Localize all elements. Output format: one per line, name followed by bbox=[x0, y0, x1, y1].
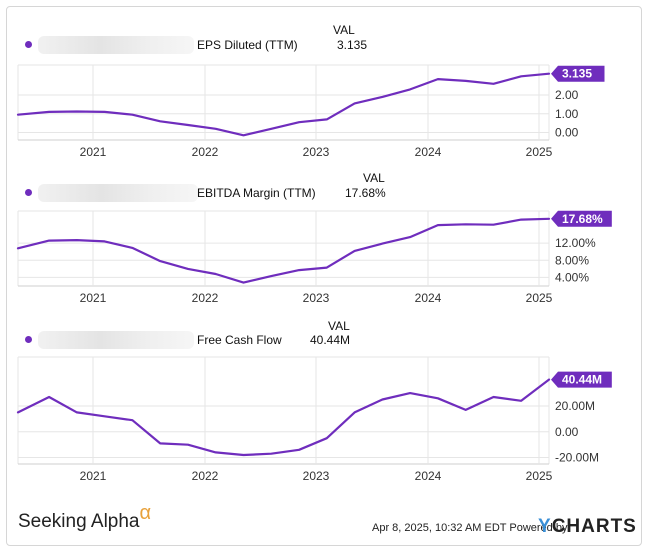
y-tick-label: 8.00% bbox=[555, 253, 589, 267]
val-header-3: VAL bbox=[328, 319, 350, 333]
series-name-3: Free Cash Flow bbox=[197, 333, 282, 347]
redacted-ticker bbox=[38, 184, 198, 202]
x-tick-label: 2025 bbox=[526, 145, 553, 159]
seeking-alpha-logo: Seeking Alphaα bbox=[18, 502, 151, 533]
legend-row-2[interactable]: EBITDA Margin (TTM) 17.68% bbox=[0, 183, 650, 203]
free-cash-flow-chart[interactable]: 2021 2022 2023 2024 2025-20.00M 0.00 20.00M 40.… bbox=[0, 352, 650, 483]
timestamp: Apr 8, 2025, 10:32 AM EDT Powered by bbox=[372, 522, 568, 534]
x-tick-label: 2023 bbox=[303, 291, 330, 305]
series-dot-icon bbox=[25, 41, 32, 48]
x-tick-label: 2024 bbox=[415, 291, 442, 305]
series-name-1: EPS Diluted (TTM) bbox=[197, 38, 298, 52]
series-line bbox=[16, 72, 551, 137]
x-tick-label: 2021 bbox=[80, 469, 107, 483]
current-value-label: 40.44M bbox=[562, 373, 602, 387]
y-tick-label: 0.00 bbox=[555, 425, 579, 439]
x-tick-label: 2021 bbox=[80, 145, 107, 159]
legend-row-3[interactable]: Free Cash Flow 40.44M bbox=[0, 330, 650, 350]
redacted-ticker bbox=[38, 36, 194, 54]
x-tick-label: 2023 bbox=[303, 469, 330, 483]
current-value-flag bbox=[551, 210, 612, 227]
y-tick-label: 20.00M bbox=[555, 399, 595, 413]
x-tick-label: 2025 bbox=[526, 469, 553, 483]
current-value-label: 3.135 bbox=[562, 67, 592, 81]
legend-row-1[interactable]: EPS Diluted (TTM) 3.135 bbox=[0, 35, 650, 55]
x-tick-label: 2022 bbox=[192, 469, 219, 483]
series-line bbox=[16, 217, 551, 284]
chart-frame bbox=[6, 6, 642, 546]
current-value-flag bbox=[551, 371, 612, 388]
x-tick-label: 2022 bbox=[192, 145, 219, 159]
ycharts-y: Y bbox=[538, 516, 552, 537]
ycharts-text: CHARTS bbox=[551, 516, 637, 537]
alpha-symbol: α bbox=[139, 502, 152, 524]
y-tick-label: 4.00% bbox=[555, 270, 589, 284]
series-value-2: 17.68% bbox=[345, 186, 386, 200]
x-tick-label: 2021 bbox=[80, 291, 107, 305]
series-line bbox=[16, 378, 551, 457]
series-value-3: 40.44M bbox=[310, 333, 351, 347]
x-tick-label: 2022 bbox=[192, 291, 219, 305]
series-name-2: EBITDA Margin (TTM) bbox=[197, 186, 316, 200]
current-value-label: 17.68% bbox=[562, 212, 603, 226]
redacted-ticker bbox=[38, 331, 194, 349]
x-tick-label: 2024 bbox=[415, 145, 442, 159]
x-tick-label: 2024 bbox=[415, 469, 442, 483]
y-tick-label: 0.00 bbox=[555, 126, 579, 140]
val-header-1: VAL bbox=[333, 23, 355, 37]
x-tick-label: 2025 bbox=[526, 291, 553, 305]
ycharts-logo[interactable]: YCHARTS bbox=[538, 516, 637, 538]
current-value-flag bbox=[551, 65, 605, 82]
val-header-2: VAL bbox=[363, 171, 385, 185]
y-tick-label: -20.00M bbox=[555, 451, 599, 465]
brand-text: Seeking Alpha bbox=[18, 511, 140, 532]
series-dot-icon bbox=[25, 336, 32, 343]
series-dot-icon bbox=[25, 189, 32, 196]
series-value-1: 3.135 bbox=[337, 38, 368, 52]
x-tick-label: 2023 bbox=[303, 145, 330, 159]
y-tick-label: 12.00% bbox=[555, 236, 596, 250]
y-tick-label: 2.00 bbox=[555, 88, 579, 102]
y-tick-label: 1.00 bbox=[555, 107, 579, 121]
